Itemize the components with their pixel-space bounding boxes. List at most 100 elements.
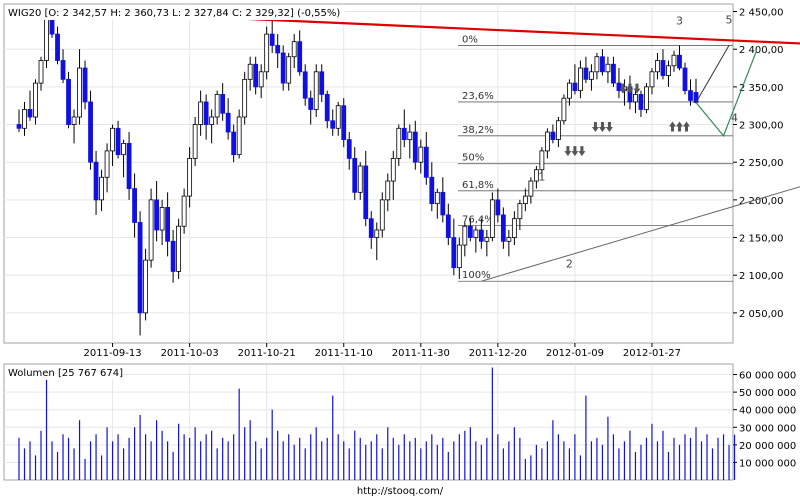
up-arrow-icon <box>668 121 676 132</box>
y-tick-label: 2 200,00 <box>739 196 784 207</box>
down-arrow-icon <box>633 83 641 94</box>
candle-body <box>528 180 534 197</box>
candle-body <box>517 203 523 220</box>
candle-body <box>611 63 616 84</box>
candle-body <box>473 229 479 238</box>
candle-body <box>550 131 556 140</box>
candle-body <box>363 165 369 220</box>
wave-label: 2 <box>566 258 573 271</box>
x-tick-label: 2011-11-10 <box>315 348 373 359</box>
candle-body <box>633 94 638 103</box>
candle-body <box>99 176 104 201</box>
candle-body <box>38 60 44 84</box>
fib-label: 76,4% <box>462 214 494 225</box>
candle-body <box>275 45 281 54</box>
down-arrow-icon <box>591 122 599 133</box>
candle-body <box>214 94 220 118</box>
candle-body <box>49 18 55 35</box>
candle-body <box>478 229 484 242</box>
candle-body <box>666 65 671 76</box>
footer-url: http://stooq.com/ <box>357 486 444 497</box>
candle-body <box>644 86 649 110</box>
candle-body <box>539 150 545 171</box>
candle-body <box>341 105 347 140</box>
wave-labels: 1 2 3 4 5 <box>538 14 738 271</box>
candle-body <box>55 33 60 61</box>
candle-body <box>77 67 82 118</box>
candle-body <box>324 94 330 122</box>
candle-body <box>374 229 380 238</box>
candle-body <box>638 94 644 110</box>
fib-label: 0% <box>462 34 478 45</box>
candle-body <box>154 199 160 231</box>
candle-body <box>280 52 286 84</box>
candle-body <box>220 94 226 114</box>
candle-body <box>187 158 193 197</box>
candle-body <box>22 109 27 129</box>
down-arrow-icon <box>598 122 606 133</box>
y-tick-label: 2 450,00 <box>739 8 784 19</box>
x-tick-label: 2011-10-03 <box>161 348 219 359</box>
candle-body <box>506 237 512 242</box>
candle-body <box>368 218 374 238</box>
candle-body <box>198 101 204 125</box>
candle-body <box>82 67 88 103</box>
candle-body <box>500 214 506 242</box>
wave-projection <box>695 45 758 138</box>
fib-label: 61,8% <box>462 180 494 191</box>
candle-body <box>578 67 583 92</box>
candle-body <box>313 71 319 110</box>
candle-body <box>555 120 561 141</box>
candle-body <box>242 78 248 118</box>
price-y-axis: 2 050,00 2 100,00 2 150,00 2 200,00 2 250,00… <box>733 8 784 320</box>
candle-body <box>407 131 413 140</box>
y-tick-label: 2 050,00 <box>739 309 784 320</box>
volume-header: Wolumen [25 767 674] <box>8 368 123 379</box>
volume-bars <box>18 367 736 480</box>
candle-body <box>423 146 429 178</box>
y-tick-label: 2 150,00 <box>739 234 784 245</box>
candle-body <box>236 116 242 156</box>
candle-body <box>677 54 682 69</box>
candle-body <box>286 56 292 84</box>
price-header: WIG20 [O: 2 342,57 H: 2 360,73 L: 2 327,… <box>8 8 340 19</box>
candle-body <box>445 214 451 238</box>
candle-body <box>660 60 666 76</box>
candle-body <box>192 124 198 159</box>
candle-body <box>412 131 418 163</box>
candle-body <box>434 191 440 205</box>
y-tick-label: 2 250,00 <box>739 158 784 169</box>
candle-body <box>489 199 495 238</box>
candle-body <box>352 158 358 193</box>
down-arrow-icon <box>605 122 613 133</box>
volume-tick-label: 20 000 000 <box>739 441 796 452</box>
candle-body <box>511 218 517 238</box>
candle-body <box>462 225 468 246</box>
wave-label: 3 <box>676 14 683 27</box>
up-arrow-icon <box>675 121 683 132</box>
price-x-axis: 2011-09-13 2011-10-03 2011-10-21 2011-11-10… <box>84 343 681 359</box>
trendline <box>481 186 800 282</box>
projection-green <box>695 50 758 138</box>
wave-label: 4 <box>731 112 738 125</box>
candle-body <box>148 199 154 261</box>
candle-body <box>104 150 110 178</box>
candle-body <box>203 101 209 125</box>
x-tick-label: 2011-09-13 <box>84 348 142 359</box>
x-tick-label: 2011-11-30 <box>392 348 450 359</box>
candle-body <box>71 116 77 125</box>
candle-body <box>401 127 407 141</box>
candle-body <box>93 161 99 201</box>
candle-body <box>181 195 187 227</box>
candle-body <box>561 97 567 122</box>
candle-body <box>605 63 611 73</box>
candle-body <box>115 127 121 156</box>
header-bg <box>5 5 345 20</box>
candle-body <box>132 188 137 223</box>
candle-body <box>302 71 308 99</box>
wave-label: 5 <box>726 14 733 27</box>
candle-body <box>231 131 237 156</box>
candle-body <box>247 63 253 80</box>
candle-body <box>308 97 314 110</box>
